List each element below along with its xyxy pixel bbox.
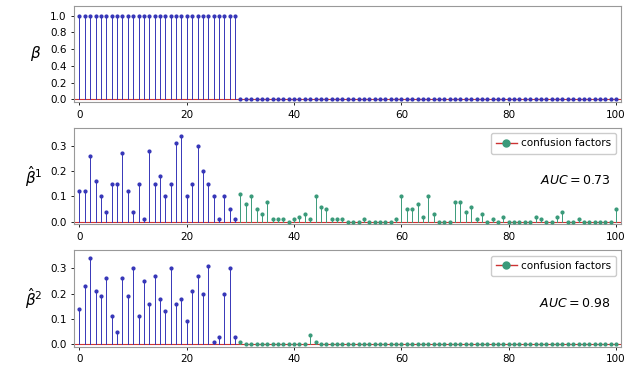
Y-axis label: $\hat{\beta}^1$: $\hat{\beta}^1$ (25, 164, 42, 189)
Y-axis label: $\hat{\beta}^2$: $\hat{\beta}^2$ (25, 286, 42, 311)
Text: $AUC = 0.98$: $AUC = 0.98$ (539, 297, 611, 310)
Legend: confusion factors: confusion factors (490, 133, 616, 154)
Y-axis label: $\beta$: $\beta$ (30, 44, 42, 63)
Text: $AUC = 0.73$: $AUC = 0.73$ (540, 174, 611, 187)
Legend: confusion factors: confusion factors (490, 256, 616, 276)
